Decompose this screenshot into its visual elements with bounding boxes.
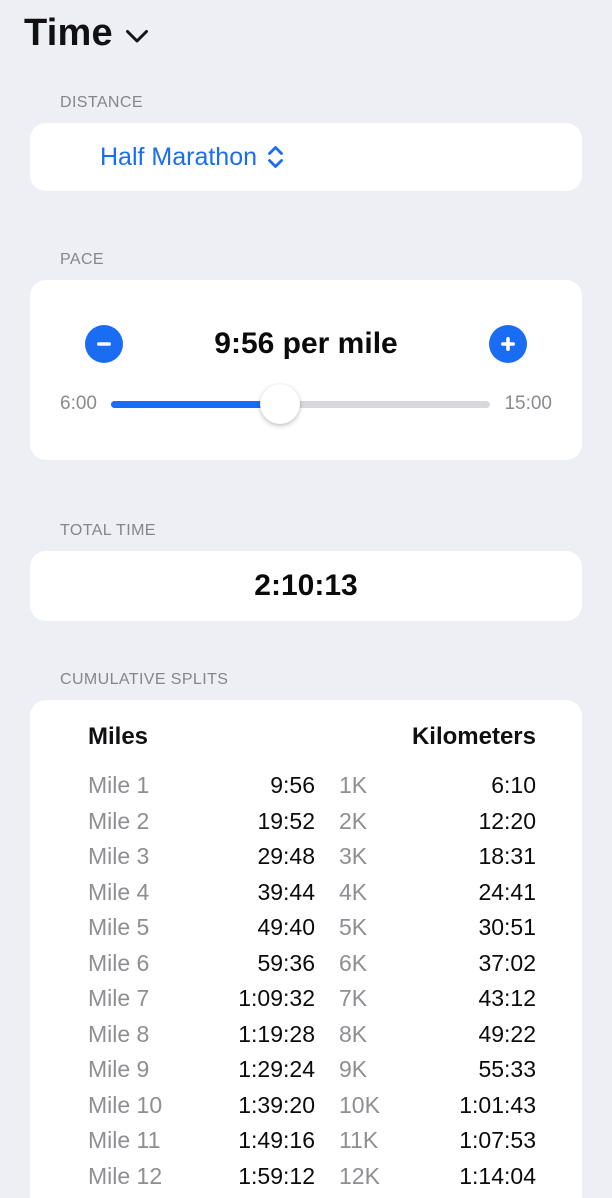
mile-time-value: 39:44 [257,878,315,905]
km-time-value: 1:01:43 [459,1091,536,1118]
table-row: Mile 1 9:56 1K 6:10 [88,768,536,804]
total-time-card: 2:10:13 [30,551,582,621]
km-time-value: 24:41 [478,878,536,905]
table-row: Mile 9 1:29:24 9K 55:33 [88,1052,536,1088]
km-label: 6K [339,949,368,976]
distance-value: Half Marathon [100,142,258,171]
mile-label: Mile 11 [88,1127,161,1154]
splits-table-body: Mile 1 9:56 1K 6:10 Mile 2 19:52 2K 12:20 Mile 3… [88,768,536,1194]
table-row: Mile 3 29:48 3K 18:31 [88,839,536,875]
slider-fill [110,400,280,408]
table-row: Mile 5 49:40 5K 30:51 [88,910,536,946]
km-time-value: 6:10 [491,772,536,799]
table-row: Mile 11 1:49:16 11K 1:07:53 [88,1123,536,1159]
table-row: Mile 10 1:39:20 10K 1:01:43 [88,1088,536,1124]
km-time-value: 18:31 [478,843,536,870]
distance-picker[interactable]: Half Marathon [30,123,582,191]
pace-stepper: 9:56 per mile [30,325,582,363]
mile-label: Mile 2 [88,807,150,834]
minus-icon [97,342,111,346]
km-time-value: 1:07:53 [459,1127,536,1154]
mile-time-value: 49:40 [257,914,315,941]
mile-label: Mile 6 [88,949,150,976]
mile-label: Mile 5 [88,914,150,941]
km-time-value: 12:20 [478,807,536,834]
splits-section-label: CUMULATIVE SPLITS [60,671,229,688]
slider-thumb[interactable] [259,384,300,424]
chevron-up-down-icon [268,146,283,168]
table-row: Mile 8 1:19:28 8K 49:22 [88,1017,536,1053]
mile-label: Mile 8 [88,1020,150,1047]
pace-slider-row: 6:00 15:00 [30,384,582,424]
mile-time-value: 1:39:20 [238,1091,315,1118]
km-label: 4K [339,878,368,905]
km-label: 12K [339,1162,380,1189]
mile-label: Mile 12 [88,1162,163,1189]
mile-time-value: 59:36 [257,949,315,976]
mile-time-value: 1:29:24 [238,1056,315,1083]
mile-time-value: 1:59:12 [238,1162,315,1189]
km-time-value: 43:12 [478,985,536,1012]
decrease-pace-button[interactable] [85,325,123,363]
km-label: 3K [339,843,368,870]
pace-card: 9:56 per mile 6:00 15:00 [30,280,582,460]
mile-label: Mile 10 [88,1091,163,1118]
mile-label: Mile 9 [88,1056,150,1083]
distance-section-label: DISTANCE [60,94,143,111]
pace-slider[interactable] [110,384,491,424]
km-label: 5K [339,914,368,941]
mile-time-value: 9:56 [270,772,315,799]
mode-menu[interactable]: Time [24,12,149,55]
table-row: Mile 6 59:36 6K 37:02 [88,946,536,982]
km-label: 7K [339,985,368,1012]
km-label: 9K [339,1056,368,1083]
pace-value: 9:56 per mile [214,327,398,360]
km-label: 8K [339,1020,368,1047]
table-row: Mile 4 39:44 4K 24:41 [88,875,536,911]
total-time-value: 2:10:13 [254,569,358,602]
pace-section-label: PACE [60,251,104,268]
splits-card: Miles Kilometers Mile 1 9:56 1K 6:10 Mile 2 1… [30,700,582,1198]
mile-time-value: 1:49:16 [238,1127,315,1154]
table-row: Mile 2 19:52 2K 12:20 [88,804,536,840]
table-row: Mile 12 1:59:12 12K 1:14:04 [88,1159,536,1195]
mile-time-value: 1:19:28 [238,1020,315,1047]
miles-header: Miles [88,723,149,750]
km-label: 10K [339,1091,380,1118]
km-time-value: 49:22 [478,1020,536,1047]
slider-max-label: 15:00 [504,393,552,414]
page-title: Time [24,12,113,54]
km-time-value: 1:14:04 [459,1162,536,1189]
mile-label: Mile 3 [88,843,150,870]
mile-label: Mile 7 [88,985,150,1012]
splits-header-row: Miles Kilometers [88,722,536,752]
km-label: 2K [339,807,368,834]
plus-icon [501,337,515,351]
table-row: Mile 7 1:09:32 7K 43:12 [88,981,536,1017]
mile-time-value: 29:48 [257,843,315,870]
km-time-value: 30:51 [478,914,536,941]
km-label: 1K [339,772,368,799]
total-time-section-label: TOTAL TIME [60,522,156,539]
km-label: 11K [339,1127,379,1154]
mile-time-value: 19:52 [257,807,315,834]
chevron-down-icon [125,30,148,43]
slider-min-label: 6:00 [60,393,97,414]
mile-label: Mile 1 [88,772,150,799]
km-time-value: 55:33 [478,1056,536,1083]
mile-label: Mile 4 [88,878,150,905]
kilometers-header: Kilometers [411,723,536,750]
mile-time-value: 1:09:32 [238,985,315,1012]
km-time-value: 37:02 [478,949,536,976]
increase-pace-button[interactable] [489,325,527,363]
